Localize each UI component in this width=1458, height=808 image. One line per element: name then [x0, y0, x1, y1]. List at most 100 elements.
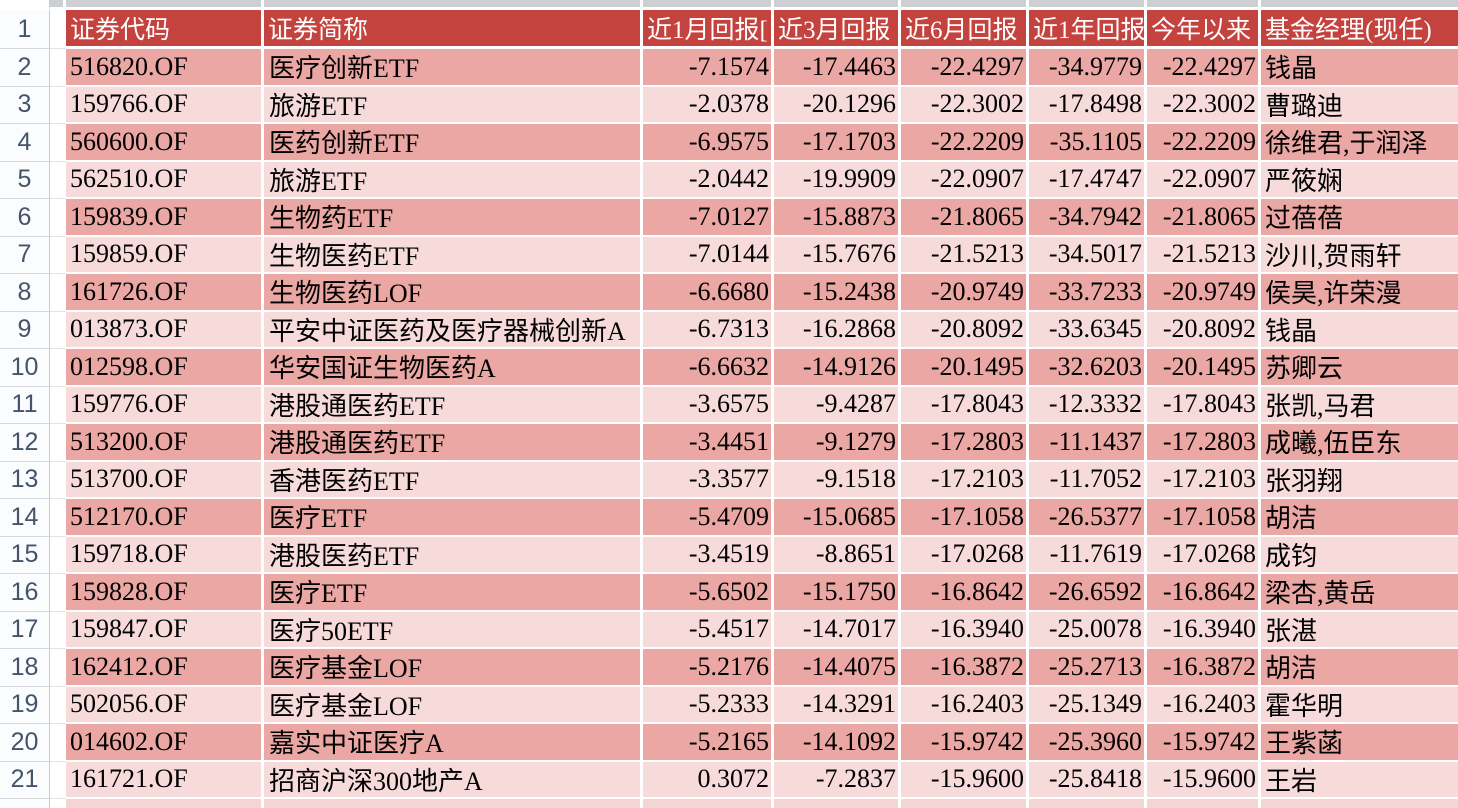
cell-name[interactable]: 旅游ETF — [264, 86, 643, 124]
cell-m3[interactable]: -8.8651 — [774, 536, 901, 574]
cell-m6[interactable]: -16.8642 — [901, 574, 1029, 612]
column-header-ytd[interactable]: 今年以来 — [1147, 10, 1261, 49]
cell-name[interactable]: 医疗基金LOF — [264, 649, 643, 687]
empty-cell-a4[interactable] — [50, 124, 66, 162]
cell-mgr[interactable]: 成曦,伍臣东 — [1261, 424, 1458, 462]
empty-cell-a12[interactable] — [50, 424, 66, 462]
cell-m1[interactable]: -7.1574 — [643, 49, 774, 87]
cell-y1[interactable]: -25.0078 — [1029, 611, 1147, 649]
empty-cell-a17[interactable] — [50, 611, 66, 649]
cell-mgr[interactable]: 霍华明 — [1261, 686, 1458, 724]
cell-name[interactable]: 招商沪深300地产A — [264, 761, 643, 799]
cell-m1[interactable]: -6.9575 — [643, 124, 774, 162]
cell-m3[interactable]: -15.7676 — [774, 236, 901, 274]
column-header-m1[interactable]: 近1月回报[ — [643, 10, 774, 49]
cell-ytd[interactable]: -21.5213 — [1147, 236, 1261, 274]
cell-m6[interactable]: -22.2209 — [901, 124, 1029, 162]
cell-name[interactable]: 医疗基金LOF — [264, 686, 643, 724]
cell-y1[interactable]: -26.5377 — [1029, 499, 1147, 537]
cell-ytd[interactable]: -17.2803 — [1147, 424, 1261, 462]
cell-y1[interactable]: -34.7942 — [1029, 199, 1147, 237]
cell-y1[interactable]: -17.4747 — [1029, 161, 1147, 199]
cell-mgr[interactable]: 张湛 — [1261, 611, 1458, 649]
cell-m3[interactable]: -15.2438 — [774, 274, 901, 312]
row-header-5[interactable]: 5 — [0, 161, 50, 199]
cell-y1[interactable]: -17.8498 — [1029, 86, 1147, 124]
cell-ytd[interactable]: -15.9600 — [1147, 761, 1261, 799]
cell-mgr[interactable]: 王紫菡 — [1261, 724, 1458, 762]
cell-mgr[interactable]: 苏卿云 — [1261, 349, 1458, 387]
cell-m3[interactable]: -9.1518 — [774, 461, 901, 499]
row-header-16[interactable]: 16 — [0, 574, 50, 612]
empty-cell-a20[interactable] — [50, 724, 66, 762]
row-header-4[interactable]: 4 — [0, 124, 50, 162]
cell-code[interactable]: 502056.OF — [66, 686, 264, 724]
column-header-bar-segment-m1[interactable] — [643, 0, 774, 10]
cell-m6[interactable]: -16.2403 — [901, 686, 1029, 724]
row-header-9[interactable]: 9 — [0, 311, 50, 349]
cell-mgr[interactable]: 梁杏,黄岳 — [1261, 574, 1458, 612]
column-header-code[interactable]: 证券代码 — [66, 10, 264, 49]
cell-m6[interactable]: -20.8092 — [901, 311, 1029, 349]
cell-mgr[interactable]: 胡洁 — [1261, 649, 1458, 687]
empty-cell-a7[interactable] — [50, 236, 66, 274]
cell-m1[interactable]: -5.2165 — [643, 724, 774, 762]
empty-cell-a10[interactable] — [50, 349, 66, 387]
cell-m1[interactable]: -5.4517 — [643, 611, 774, 649]
cell-ytd[interactable]: -17.2103 — [1147, 461, 1261, 499]
column-header-bar-segment-m6[interactable] — [901, 0, 1029, 10]
cell-ytd[interactable]: -17.1058 — [1147, 499, 1261, 537]
cell-code[interactable]: 516820.OF — [66, 49, 264, 87]
column-header-y1[interactable]: 近1年回报 — [1029, 10, 1147, 49]
cell-m3[interactable]: -16.2868 — [774, 311, 901, 349]
empty-cell-a1[interactable] — [50, 10, 66, 49]
cell-code[interactable]: 161726.OF — [66, 274, 264, 312]
cell-mgr[interactable]: 过蓓蓓 — [1261, 199, 1458, 237]
cell-m1[interactable]: -6.7313 — [643, 311, 774, 349]
cell-y1[interactable]: -32.6203 — [1029, 349, 1147, 387]
cell-m1[interactable]: -7.0144 — [643, 236, 774, 274]
cell-mgr[interactable]: 徐维君,于润泽 — [1261, 124, 1458, 162]
column-header-m3[interactable]: 近3月回报 — [774, 10, 901, 49]
cell-m1[interactable]: -3.4451 — [643, 424, 774, 462]
cell-name[interactable]: 港股通医药ETF — [264, 386, 643, 424]
cell-m3[interactable]: -14.3291 — [774, 686, 901, 724]
cell-m6[interactable]: -21.5213 — [901, 236, 1029, 274]
cell-m3[interactable]: -7.2837 — [774, 761, 901, 799]
cell-name[interactable]: 华安国证生物医药A — [264, 349, 643, 387]
cell-ytd[interactable]: -20.9749 — [1147, 274, 1261, 312]
cell-name[interactable]: 港股医药ETF — [264, 536, 643, 574]
cell-m6[interactable]: -22.0907 — [901, 161, 1029, 199]
empty-cell-a14[interactable] — [50, 499, 66, 537]
cell-mgr[interactable]: 钱晶 — [1261, 49, 1458, 87]
cell-ytd[interactable]: -17.8043 — [1147, 386, 1261, 424]
empty-cell-a15[interactable] — [50, 536, 66, 574]
cell-m3[interactable]: -19.9909 — [774, 161, 901, 199]
cell-y1[interactable]: -26.6592 — [1029, 574, 1147, 612]
cell-m1[interactable]: -7.0127 — [643, 199, 774, 237]
row-header-13[interactable]: 13 — [0, 461, 50, 499]
cell-name[interactable]: 生物医药LOF — [264, 274, 643, 312]
cell-ytd[interactable]: -22.0907 — [1147, 161, 1261, 199]
empty-cell-a9[interactable] — [50, 311, 66, 349]
cell-m6[interactable]: -22.4297 — [901, 49, 1029, 87]
row-header-18[interactable]: 18 — [0, 649, 50, 687]
cell-m6[interactable]: -17.1058 — [901, 499, 1029, 537]
cell-y1[interactable]: -11.7052 — [1029, 461, 1147, 499]
cell-mgr[interactable]: 成钧 — [1261, 536, 1458, 574]
cell-name[interactable]: 平安中证医药及医疗器械创新A — [264, 311, 643, 349]
row-header-17[interactable]: 17 — [0, 611, 50, 649]
cell-code[interactable]: 512170.OF — [66, 499, 264, 537]
cell-code[interactable]: 513200.OF — [66, 424, 264, 462]
cell-code[interactable]: 560600.OF — [66, 124, 264, 162]
cell-m3[interactable]: -17.1703 — [774, 124, 901, 162]
column-header-bar-segment-mgr[interactable] — [1261, 0, 1458, 10]
cell-name[interactable]: 医药创新ETF — [264, 124, 643, 162]
cell-name[interactable]: 旅游ETF — [264, 161, 643, 199]
cell-code[interactable]: 162412.OF — [66, 649, 264, 687]
cell-ytd[interactable]: -22.3002 — [1147, 86, 1261, 124]
cell-code[interactable]: 159776.OF — [66, 386, 264, 424]
row-header-6[interactable]: 6 — [0, 199, 50, 237]
cell-code[interactable]: 012598.OF — [66, 349, 264, 387]
column-header-bar-segment-name[interactable] — [264, 0, 643, 10]
